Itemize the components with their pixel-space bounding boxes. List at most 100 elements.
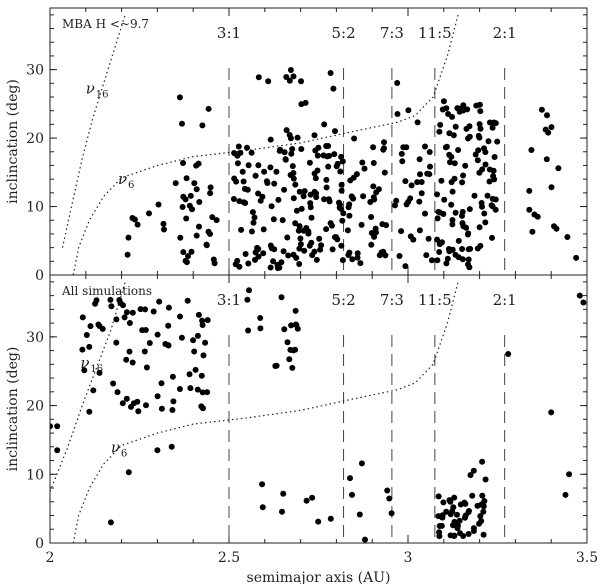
data-point	[543, 156, 550, 163]
data-point	[323, 184, 330, 191]
data-point	[96, 369, 103, 376]
data-point	[414, 179, 421, 186]
data-point	[306, 159, 313, 166]
data-point	[479, 492, 486, 499]
data-point	[292, 181, 299, 188]
secular-curve	[61, 14, 126, 248]
curve-label: ν	[111, 438, 120, 456]
data-point	[303, 497, 310, 504]
data-point	[452, 209, 459, 216]
data-point	[451, 533, 458, 539]
data-point	[436, 209, 443, 216]
data-point	[263, 178, 270, 185]
data-point	[576, 292, 583, 299]
data-point	[426, 149, 433, 155]
data-point	[288, 150, 295, 157]
data-point	[440, 499, 447, 506]
data-point	[469, 492, 476, 499]
data-point	[154, 447, 161, 454]
data-point	[180, 160, 186, 166]
data-point	[437, 121, 444, 128]
data-point	[440, 98, 447, 105]
data-point	[338, 187, 345, 194]
resonance-label: 11:5	[418, 291, 452, 309]
data-point	[142, 327, 149, 333]
data-point	[434, 236, 440, 243]
data-point	[191, 180, 198, 187]
data-point	[198, 403, 205, 410]
secular-curve	[72, 14, 459, 275]
data-point	[275, 196, 282, 203]
data-point	[207, 231, 213, 237]
data-point	[260, 226, 267, 233]
data-point	[294, 134, 301, 141]
curve-label: ν	[80, 354, 89, 372]
data-point	[165, 304, 172, 311]
data-point	[422, 143, 428, 150]
data-point	[282, 156, 289, 163]
data-point	[110, 380, 117, 387]
data-point	[551, 223, 557, 230]
resonance-label: 3:1	[217, 24, 241, 42]
data-point	[381, 145, 387, 152]
data-point	[284, 339, 291, 346]
data-point	[188, 248, 195, 255]
data-point	[169, 373, 176, 380]
data-point	[407, 195, 414, 202]
data-point	[92, 300, 99, 307]
data-point	[239, 168, 246, 175]
data-point	[370, 183, 377, 190]
data-point	[81, 367, 88, 374]
data-point	[113, 339, 120, 346]
data-point	[449, 217, 456, 223]
data-point	[544, 112, 550, 119]
data-point	[183, 215, 190, 222]
data-point	[318, 242, 325, 249]
data-point	[170, 398, 177, 405]
data-point	[456, 517, 463, 524]
data-point	[407, 233, 414, 240]
data-point	[248, 149, 255, 156]
data-point	[314, 152, 321, 159]
data-point	[261, 168, 268, 175]
data-point	[315, 144, 322, 151]
resonance-label: 2:1	[493, 291, 517, 309]
data-point	[129, 359, 136, 366]
data-point	[459, 212, 465, 219]
data-point	[271, 180, 278, 187]
data-point	[339, 158, 346, 165]
data-point	[134, 398, 141, 405]
data-point	[280, 490, 287, 497]
data-point	[425, 235, 432, 242]
data-point	[476, 101, 483, 108]
data-point	[452, 123, 459, 130]
data-point	[187, 192, 194, 199]
data-point	[156, 298, 163, 305]
data-point	[276, 147, 283, 154]
data-point	[126, 348, 133, 355]
data-point	[129, 309, 136, 316]
data-point	[158, 405, 165, 412]
data-point	[260, 250, 267, 257]
data-point	[446, 497, 453, 504]
data-point	[442, 144, 449, 151]
data-point	[346, 212, 353, 219]
data-point	[548, 409, 555, 416]
data-point	[180, 249, 187, 256]
data-point	[246, 287, 252, 294]
data-point	[454, 511, 460, 518]
data-point	[564, 234, 571, 240]
data-point	[107, 296, 114, 303]
data-point	[381, 139, 387, 146]
data-point	[160, 220, 167, 227]
data-point	[461, 499, 468, 506]
data-point	[158, 380, 165, 387]
data-point	[492, 120, 499, 127]
data-point	[359, 159, 366, 166]
data-point	[422, 210, 428, 217]
data-point	[467, 472, 474, 479]
data-point	[345, 252, 352, 258]
data-point	[165, 342, 172, 349]
data-point	[344, 227, 351, 234]
data-point	[443, 260, 450, 267]
